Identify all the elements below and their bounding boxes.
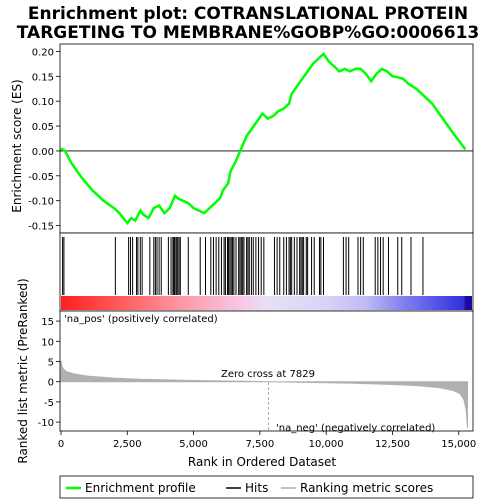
x-axis-label: Rank in Ordered Dataset <box>188 455 336 469</box>
metric-y-tick-label: -5 <box>44 398 54 409</box>
hits-group <box>62 237 424 295</box>
ranking-color-bar <box>61 296 472 310</box>
es-y-tick-label: 0.20 <box>32 47 54 58</box>
x-tick-label: 0 <box>58 439 64 450</box>
x-tick-label: 12,500 <box>375 439 410 450</box>
chart-title-line2: TARGETING TO MEMBRANE%GOBP%GO:0006613 <box>17 23 479 43</box>
legend-box <box>59 475 474 499</box>
legend-metric-label: Ranking metric scores <box>300 481 433 495</box>
es-y-tick-label: 0.15 <box>32 72 54 83</box>
x-tick-label: 2,500 <box>113 439 142 450</box>
metric-area <box>60 360 468 429</box>
es-y-tick-label: -0.15 <box>28 222 54 233</box>
es-profile-line <box>60 52 467 226</box>
x-tick-label: 5,000 <box>179 439 208 450</box>
metric-panel-frame <box>59 310 474 432</box>
metric-y-tick-label: 0 <box>48 378 54 389</box>
es-panel-frame <box>59 43 474 234</box>
metric-y-tick-label: 10 <box>41 337 54 348</box>
x-tick-label: 10,000 <box>309 439 344 450</box>
x-axis: 0 2,500 5,000 7,500 10,000 12,500 15,000 <box>58 431 476 450</box>
legend-hits-label: Hits <box>245 481 268 495</box>
zero-cross-label: Zero cross at 7829 <box>221 369 315 380</box>
es-y-axis-label: Enrichment score (ES) <box>10 79 24 212</box>
es-y-tick-label: 0.05 <box>32 122 54 133</box>
es-y-axis: -0.15 -0.10 -0.05 0.00 0.05 0.10 0.15 0.20 <box>28 47 60 233</box>
positive-correlation-label: 'na_pos' (positively correlated) <box>64 314 218 325</box>
metric-y-tick-label: -10 <box>38 418 54 429</box>
metric-y-axis-label: Ranked list metric (PreRanked) <box>16 278 30 463</box>
metric-y-axis: -10 -5 0 5 10 15 <box>38 317 60 429</box>
es-y-tick-label: 0.00 <box>32 147 54 158</box>
x-tick-label: 7,500 <box>246 439 275 450</box>
metric-y-tick-label: 15 <box>41 317 54 328</box>
negative-correlation-label: 'na_neg' (negatively correlated) <box>276 423 435 434</box>
es-y-tick-label: -0.10 <box>28 197 54 208</box>
es-y-tick-label: 0.10 <box>32 97 54 108</box>
legend-es-label: Enrichment profile <box>85 481 196 495</box>
es-y-tick-label: -0.05 <box>28 172 54 183</box>
chart-title-line1: Enrichment plot: COTRANSLATIONAL PROTEIN <box>28 4 468 24</box>
metric-y-tick-label: 5 <box>48 358 54 369</box>
x-tick-label: 15,000 <box>441 439 476 450</box>
